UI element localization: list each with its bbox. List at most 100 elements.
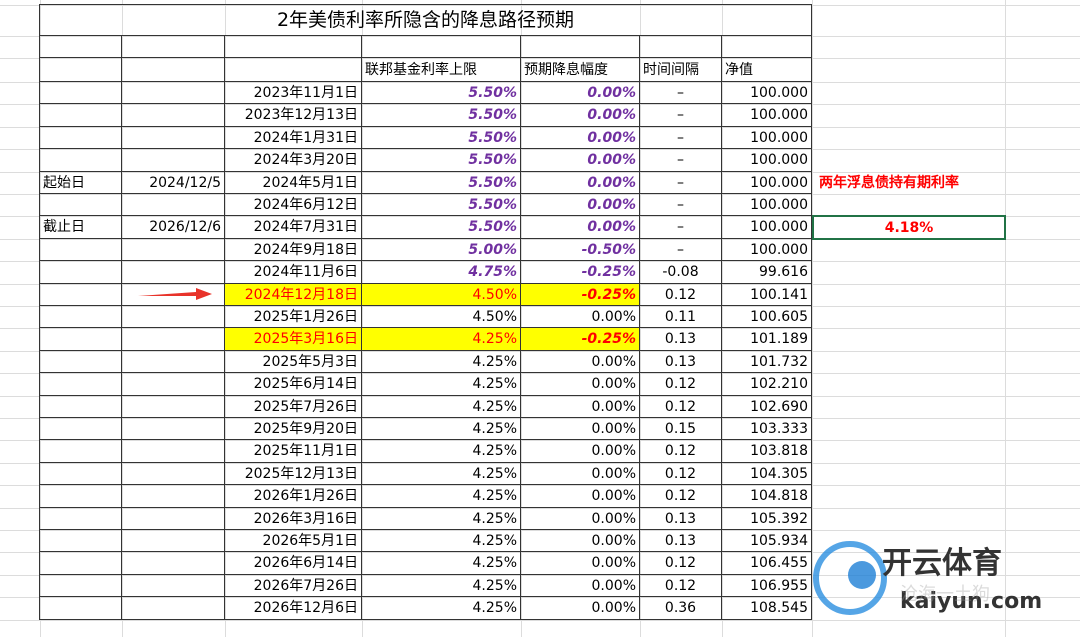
cell <box>121 237 225 262</box>
side-value: 2024/12/5 <box>121 170 225 194</box>
date: 2024年12月18日 <box>224 282 362 306</box>
grid-line <box>0 395 1080 397</box>
interval: 0.13 <box>639 327 722 351</box>
nav: 105.392 <box>721 506 812 530</box>
cut: 0.00% <box>520 305 640 329</box>
grid-line <box>0 350 1080 352</box>
cell <box>121 573 225 598</box>
grid-line <box>40 0 41 637</box>
date: 2025年5月3日 <box>224 349 362 374</box>
note-label: 两年浮息债持有期利率 <box>819 174 959 191</box>
grid-line <box>0 261 1080 263</box>
interval: – <box>639 81 722 105</box>
nav: 100.000 <box>721 81 812 105</box>
interval: 0.36 <box>639 596 722 620</box>
interval: 0.12 <box>639 551 722 575</box>
rate: 5.50% <box>361 193 521 217</box>
cell <box>39 305 122 329</box>
interval: – <box>639 148 722 172</box>
cell <box>520 35 640 58</box>
cell <box>121 461 225 486</box>
grid-line <box>521 0 522 637</box>
cell <box>121 439 225 463</box>
cell <box>121 484 225 508</box>
header: 预期降息幅度 <box>520 57 640 82</box>
grid-line <box>0 149 1080 151</box>
rate: 5.50% <box>361 103 521 127</box>
nav: 101.189 <box>721 327 812 351</box>
nav: 100.000 <box>721 125 812 150</box>
rate: 4.25% <box>361 461 521 486</box>
cut: 0.00% <box>520 193 640 217</box>
grid-line <box>225 0 226 637</box>
cell <box>121 506 225 530</box>
interval: 0.12 <box>639 461 722 486</box>
cell <box>721 35 812 58</box>
nav: 100.000 <box>721 103 812 127</box>
grid-line <box>0 216 1080 218</box>
nav: 108.545 <box>721 596 812 620</box>
interval: -0.08 <box>639 260 722 284</box>
interval: – <box>639 215 722 239</box>
grid-line <box>722 0 723 637</box>
watermark-site: kaiyun.com <box>900 589 1042 614</box>
grid-line <box>0 5 1080 6</box>
nav: 102.690 <box>721 394 812 418</box>
cut: 0.00% <box>520 81 640 105</box>
cell <box>121 35 225 58</box>
interval: 0.12 <box>639 372 722 396</box>
nav: 105.934 <box>721 529 812 553</box>
rate: 4.25% <box>361 484 521 508</box>
cell <box>39 349 122 374</box>
date: 2024年5月1日 <box>224 170 362 194</box>
cut: 0.00% <box>520 148 640 172</box>
grid-line <box>0 82 1080 83</box>
cell <box>224 57 362 82</box>
date: 2025年11月1日 <box>224 439 362 463</box>
cut: 0.00% <box>520 170 640 194</box>
cell <box>39 461 122 486</box>
rate: 5.50% <box>361 170 521 194</box>
rate: 4.75% <box>361 260 521 284</box>
cut: -0.25% <box>520 260 640 284</box>
cell <box>39 35 122 58</box>
cut: 0.00% <box>520 484 640 508</box>
date: 2026年5月1日 <box>224 529 362 553</box>
nav: 100.000 <box>721 237 812 262</box>
cut: 0.00% <box>520 125 640 150</box>
cell <box>39 237 122 262</box>
cut: 0.00% <box>520 394 640 418</box>
rate: 4.25% <box>361 394 521 418</box>
cell <box>121 349 225 374</box>
cell <box>39 484 122 508</box>
cell <box>39 125 122 150</box>
cell <box>121 372 225 396</box>
cell <box>39 551 122 575</box>
rate: 5.50% <box>361 125 521 150</box>
grid-line <box>0 418 1080 419</box>
cell <box>39 573 122 598</box>
date: 2024年6月12日 <box>224 193 362 217</box>
cell <box>39 394 122 418</box>
nav: 100.000 <box>721 215 812 239</box>
rate: 5.50% <box>361 81 521 105</box>
grid-line <box>0 36 1080 37</box>
rate: 4.25% <box>361 551 521 575</box>
cell <box>121 103 225 127</box>
cell <box>121 551 225 575</box>
interval: 0.12 <box>639 394 722 418</box>
cell <box>39 148 122 172</box>
header: 时间间隔 <box>639 57 722 82</box>
nav: 101.732 <box>721 349 812 374</box>
grid-line <box>0 373 1080 375</box>
rate: 4.25% <box>361 573 521 598</box>
nav: 100.000 <box>721 170 812 194</box>
interval: 0.11 <box>639 305 722 329</box>
interval: 0.13 <box>639 506 722 530</box>
cut: 0.00% <box>520 573 640 598</box>
cell <box>39 506 122 530</box>
interval: – <box>639 103 722 127</box>
side-label: 截止日 <box>39 215 122 239</box>
rate: 5.50% <box>361 148 521 172</box>
title: 2年美债利率所隐含的降息路径预期 <box>39 4 812 36</box>
